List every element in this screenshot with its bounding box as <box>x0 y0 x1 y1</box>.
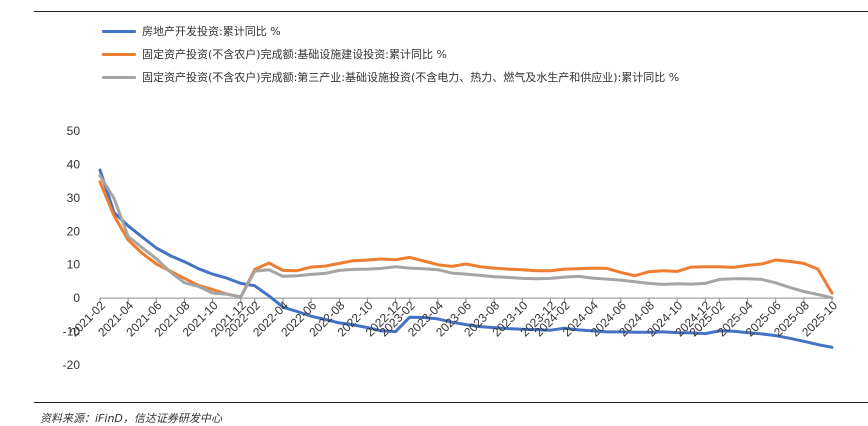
chart-legend: 房地产开发投资:累计同比 % 固定资产投资(不含农户)完成额:基础设施建设投资:… <box>102 22 822 91</box>
legend-swatch-infrastructure-total <box>102 53 136 56</box>
legend-item-infrastructure-narrow: 固定资产投资(不含农户)完成额:第三产业:基础设施投资(不含电力、热力、燃气及水… <box>102 68 822 88</box>
y-tick-label: -20 <box>63 358 81 372</box>
y-tick-label: 0 <box>73 291 80 305</box>
legend-label-real-estate: 房地产开发投资:累计同比 % <box>142 25 281 38</box>
legend-item-infrastructure-total: 固定资产投资(不含农户)完成额:基础设施建设投资:累计同比 % <box>102 45 822 65</box>
source-note: 资料来源：iFinD，信达证券研发中心 <box>40 412 222 425</box>
line-chart: -20-10010203040502021-022021-042021-0620… <box>63 124 841 372</box>
legend-item-real-estate: 房地产开发投资:累计同比 % <box>102 22 822 42</box>
legend-label-infrastructure-narrow: 固定资产投资(不含农户)完成额:第三产业:基础设施投资(不含电力、热力、燃气及水… <box>142 71 680 84</box>
y-tick-label: 10 <box>67 258 81 272</box>
y-tick-label: 20 <box>67 224 81 238</box>
legend-swatch-infrastructure-narrow <box>102 76 136 79</box>
y-tick-label: 40 <box>67 157 81 171</box>
top-rule <box>34 11 868 12</box>
legend-label-infrastructure-total: 固定资产投资(不含农户)完成额:基础设施建设投资:累计同比 % <box>142 48 447 61</box>
series-line-0 <box>98 168 834 349</box>
y-tick-label: 30 <box>67 191 81 205</box>
legend-swatch-real-estate <box>102 30 136 33</box>
y-tick-label: -10 <box>63 325 81 339</box>
series-line-2 <box>98 174 834 300</box>
bottom-rule <box>34 402 868 403</box>
y-tick-label: 50 <box>67 124 81 138</box>
